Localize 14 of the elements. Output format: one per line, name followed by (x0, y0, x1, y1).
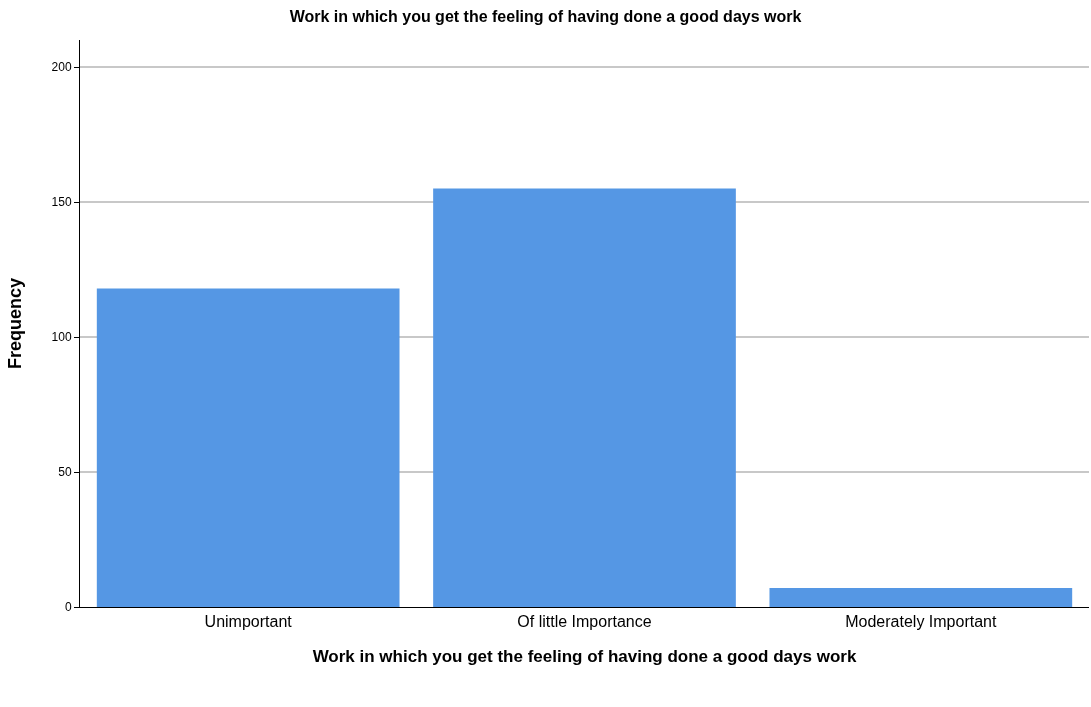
chart-title: Work in which you get the feeling of having done a good days work (289, 7, 802, 25)
y-axis-title: Frequency (4, 277, 25, 370)
y-tick-label: 50 (58, 465, 72, 480)
y-tick-label: 200 (51, 60, 72, 75)
x-tick-label: Unimportant (204, 613, 293, 631)
x-axis-title: Work in which you get the feeling of having done a good days work (312, 646, 857, 666)
bar (96, 288, 400, 607)
x-tick-label: Of little Importance (517, 613, 652, 631)
y-tick-label: 100 (51, 330, 72, 345)
bar (769, 588, 1073, 607)
bar (433, 188, 736, 607)
y-tick-label: 0 (64, 600, 72, 615)
y-tick-label: 150 (51, 195, 72, 210)
x-tick-label: Moderately Important (845, 613, 997, 631)
